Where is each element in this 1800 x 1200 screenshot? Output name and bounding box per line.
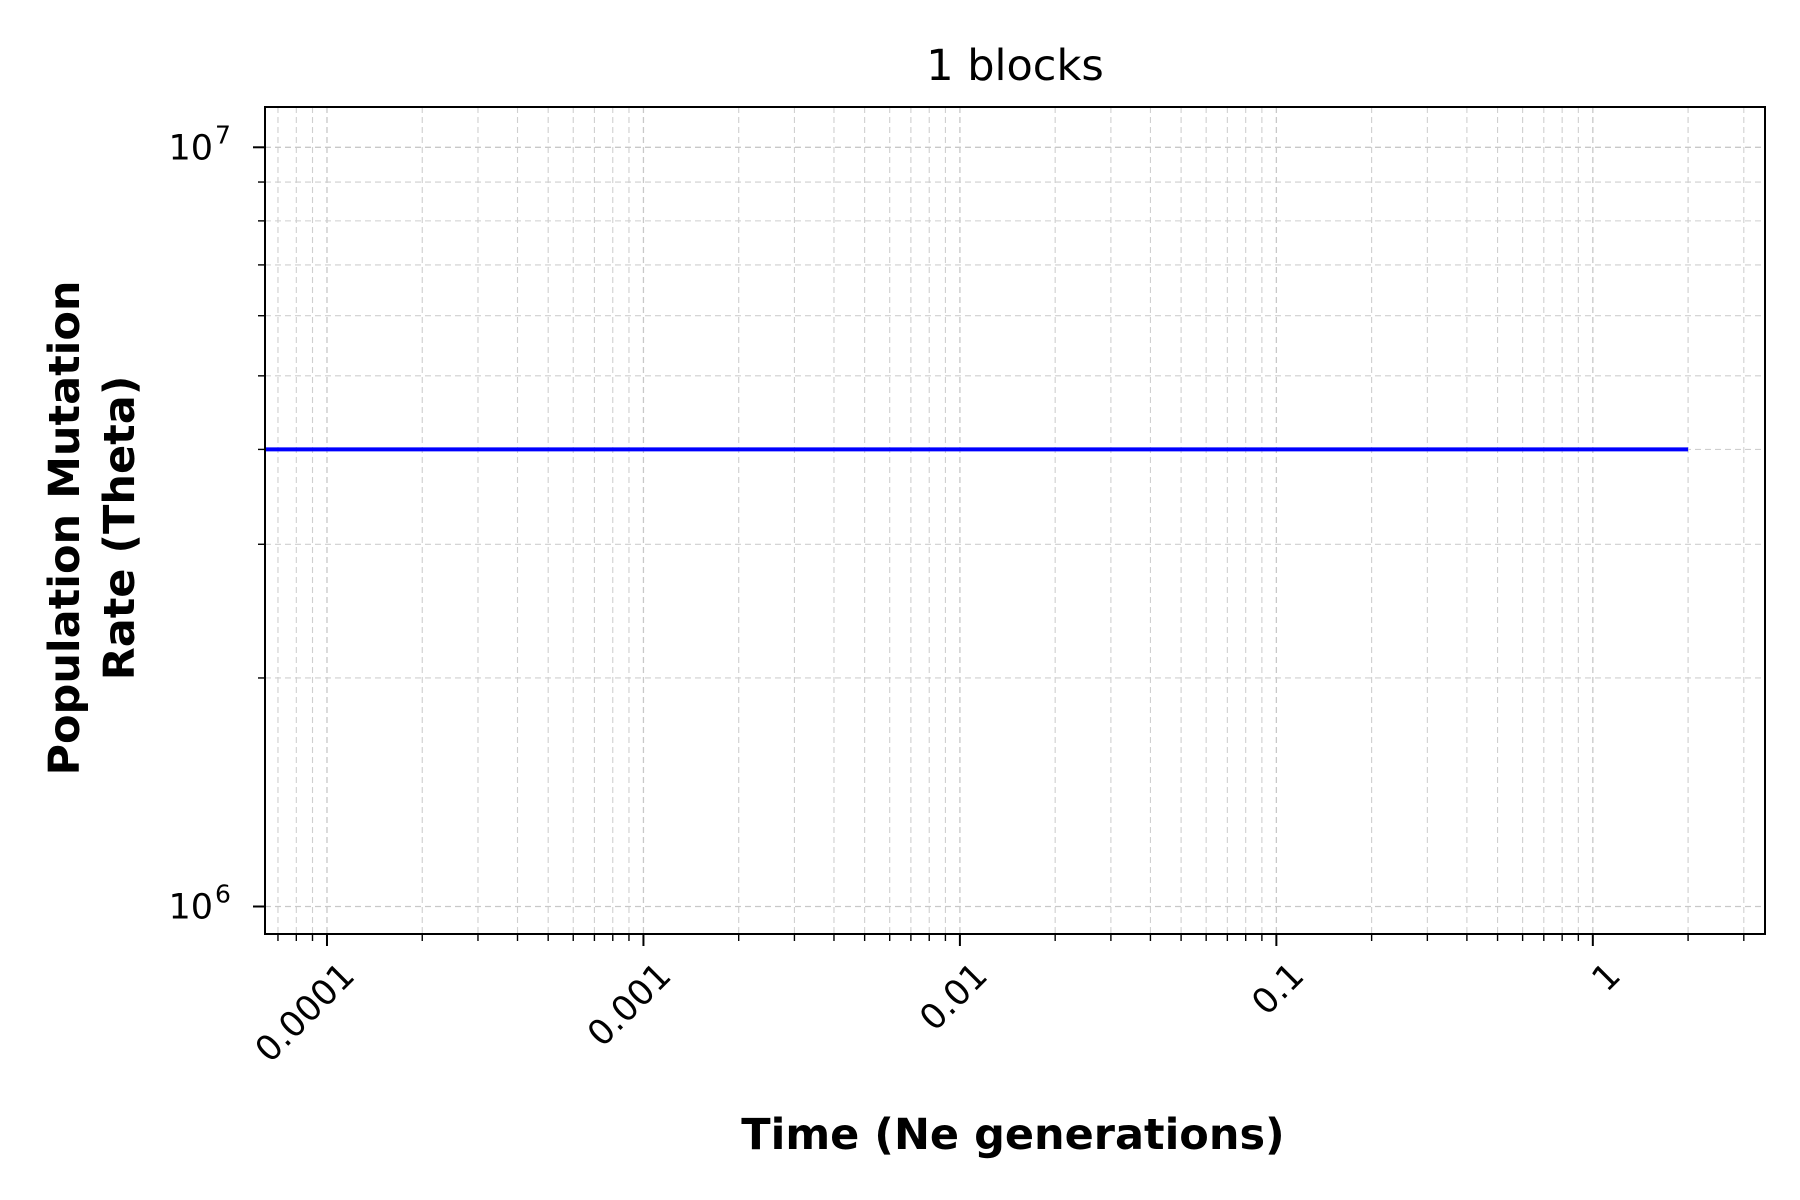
x-tick-label: 0.1 xyxy=(1245,956,1313,1024)
x-tick-label: 0.01 xyxy=(912,956,995,1039)
ticks xyxy=(253,146,1745,946)
x-tick-label: 0.0001 xyxy=(248,956,363,1071)
grid xyxy=(265,107,1765,934)
y-tick-label-base: 10 xyxy=(168,128,213,168)
y-tick-label-base: 10 xyxy=(168,888,213,928)
x-axis-label: Time (Ne generations) xyxy=(741,1110,1284,1160)
x-tick-label: 1 xyxy=(1585,956,1629,1000)
y-axis-label-line-2: Rate (Theta) xyxy=(95,376,145,681)
chart-title: 1 blocks xyxy=(926,41,1104,91)
x-tick-label: 0.001 xyxy=(580,956,679,1055)
y-axis-label-line-1: Population Mutation xyxy=(40,280,90,775)
y-tick-label: 10 7 xyxy=(168,120,230,168)
plot-frame xyxy=(264,106,1766,935)
y-tick-label-exponent: 7 xyxy=(215,120,231,149)
y-tick-label: 10 6 xyxy=(168,880,230,928)
y-tick-label-exponent: 6 xyxy=(215,880,231,909)
